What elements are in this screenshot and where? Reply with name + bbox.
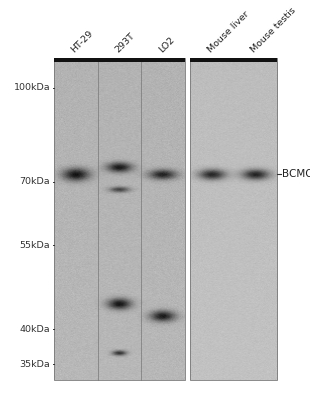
Text: 55kDa: 55kDa: [20, 241, 50, 250]
Bar: [190, 58, 277, 380]
Text: BCMO1: BCMO1: [282, 170, 310, 180]
Text: 35kDa: 35kDa: [20, 360, 50, 369]
Text: HT-29: HT-29: [70, 29, 95, 55]
Text: 293T: 293T: [113, 32, 136, 55]
Text: LO2: LO2: [157, 36, 176, 55]
Text: 100kDa: 100kDa: [14, 83, 50, 92]
Text: 40kDa: 40kDa: [20, 325, 50, 334]
Text: Mouse testis: Mouse testis: [249, 6, 298, 55]
Text: Mouse liver: Mouse liver: [206, 10, 251, 55]
Bar: [190, 58, 277, 62]
Text: 70kDa: 70kDa: [20, 177, 50, 186]
Bar: [54, 58, 185, 62]
Bar: [54, 58, 185, 380]
